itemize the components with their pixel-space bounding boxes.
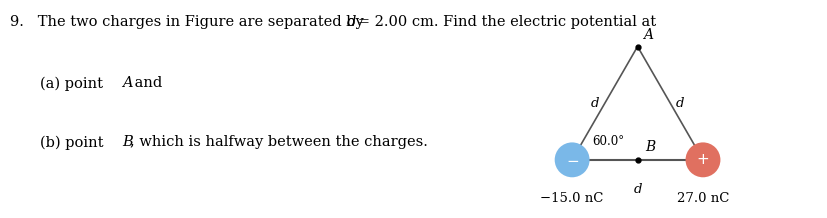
Text: d: d [590,97,598,110]
Text: = 2.00 cm. Find the electric potential at: = 2.00 cm. Find the electric potential a… [354,15,655,29]
Text: −15.0 nC: −15.0 nC [540,192,603,205]
Text: 9.   The two charges in Figure are separated by: 9. The two charges in Figure are separat… [10,15,368,29]
Text: , which is halfway between the charges.: , which is halfway between the charges. [130,135,428,149]
Text: d: d [633,183,641,196]
Text: 60.0°: 60.0° [592,135,624,148]
Text: and: and [130,76,162,90]
Circle shape [685,142,719,177]
Circle shape [554,142,589,177]
Text: A: A [122,76,133,90]
Text: 27.0 nC: 27.0 nC [676,192,729,205]
Text: d: d [676,97,684,110]
Text: $+$: $+$ [696,152,709,167]
Text: $-$: $-$ [565,152,578,167]
Text: B: B [122,135,133,149]
Text: (b) point: (b) point [40,135,108,150]
Text: B: B [644,140,654,154]
Text: d: d [346,15,356,29]
Text: A: A [643,28,653,42]
Text: (a) point: (a) point [40,76,108,91]
